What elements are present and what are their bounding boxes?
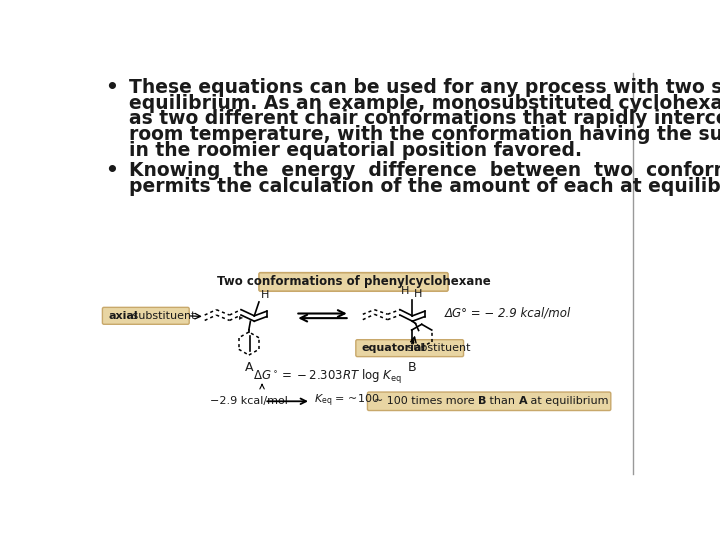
Text: substituent: substituent [404,343,470,353]
Text: Two conformations of phenylcyclohexane: Two conformations of phenylcyclohexane [217,275,490,288]
Text: at equilibrium: at equilibrium [527,396,609,406]
Text: B: B [408,361,416,374]
Text: Knowing  the  energy  difference  between  two  conformations: Knowing the energy difference between tw… [129,161,720,180]
Text: A: A [245,361,253,374]
Text: in the roomier equatorial position favored.: in the roomier equatorial position favor… [129,141,582,160]
FancyBboxPatch shape [102,307,189,325]
Text: permits the calculation of the amount of each at equilibrium.: permits the calculation of the amount of… [129,177,720,196]
FancyBboxPatch shape [356,340,464,356]
Text: substituent: substituent [129,311,195,321]
Text: equilibrium. As an example, monosubstituted cyclohexanes exist: equilibrium. As an example, monosubstitu… [129,93,720,113]
Text: as two different chair conformations that rapidly interconvert at: as two different chair conformations tha… [129,110,720,129]
Text: axial: axial [109,311,138,321]
Text: equatorial: equatorial [361,343,426,353]
Text: •: • [106,161,118,180]
Text: H: H [261,291,269,300]
Text: $\Delta G^\circ = -2.303\mathit{RT}$ log $\mathit{K}_{\rm eq}$: $\Delta G^\circ = -2.303\mathit{RT}$ log… [253,368,402,387]
Text: H: H [401,286,410,296]
Text: than: than [486,396,518,406]
Text: −2.9 kcal/mol: −2.9 kcal/mol [210,396,288,406]
Text: These equations can be used for any process with two states in: These equations can be used for any proc… [129,78,720,97]
Text: •: • [106,78,118,97]
Text: A: A [518,396,527,406]
Text: B: B [478,396,486,406]
FancyBboxPatch shape [259,273,448,291]
Text: $\mathit{K}_{\rm eq}$ = ~100: $\mathit{K}_{\rm eq}$ = ~100 [314,393,379,409]
Text: ΔG° = − 2.9 kcal/mol: ΔG° = − 2.9 kcal/mol [445,306,571,319]
Text: H: H [414,289,423,299]
Text: ~ 100 times more: ~ 100 times more [374,396,478,406]
Text: ▸: ▸ [239,312,243,321]
Text: room temperature, with the conformation having the substituent: room temperature, with the conformation … [129,125,720,144]
FancyBboxPatch shape [367,392,611,410]
